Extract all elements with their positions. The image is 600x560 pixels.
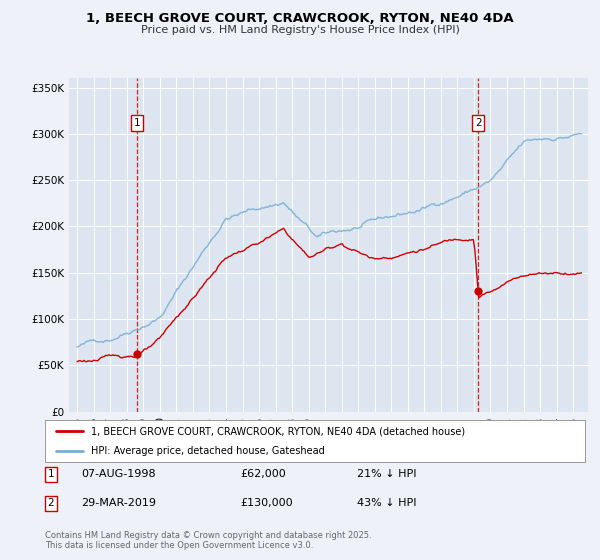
Text: 2: 2 [47, 498, 55, 508]
Text: HPI: Average price, detached house, Gateshead: HPI: Average price, detached house, Gate… [91, 446, 325, 456]
Text: £62,000: £62,000 [240, 469, 286, 479]
Text: £130,000: £130,000 [240, 498, 293, 508]
Text: Contains HM Land Registry data © Crown copyright and database right 2025.
This d: Contains HM Land Registry data © Crown c… [45, 531, 371, 550]
Text: Price paid vs. HM Land Registry's House Price Index (HPI): Price paid vs. HM Land Registry's House … [140, 25, 460, 35]
Text: 1, BEECH GROVE COURT, CRAWCROOK, RYTON, NE40 4DA: 1, BEECH GROVE COURT, CRAWCROOK, RYTON, … [86, 12, 514, 25]
Text: 07-AUG-1998: 07-AUG-1998 [81, 469, 155, 479]
Text: 2: 2 [475, 118, 481, 128]
Text: 1: 1 [133, 118, 140, 128]
Text: 29-MAR-2019: 29-MAR-2019 [81, 498, 156, 508]
Text: 1: 1 [47, 469, 55, 479]
Text: 21% ↓ HPI: 21% ↓ HPI [357, 469, 416, 479]
Text: 1, BEECH GROVE COURT, CRAWCROOK, RYTON, NE40 4DA (detached house): 1, BEECH GROVE COURT, CRAWCROOK, RYTON, … [91, 426, 465, 436]
Text: 43% ↓ HPI: 43% ↓ HPI [357, 498, 416, 508]
